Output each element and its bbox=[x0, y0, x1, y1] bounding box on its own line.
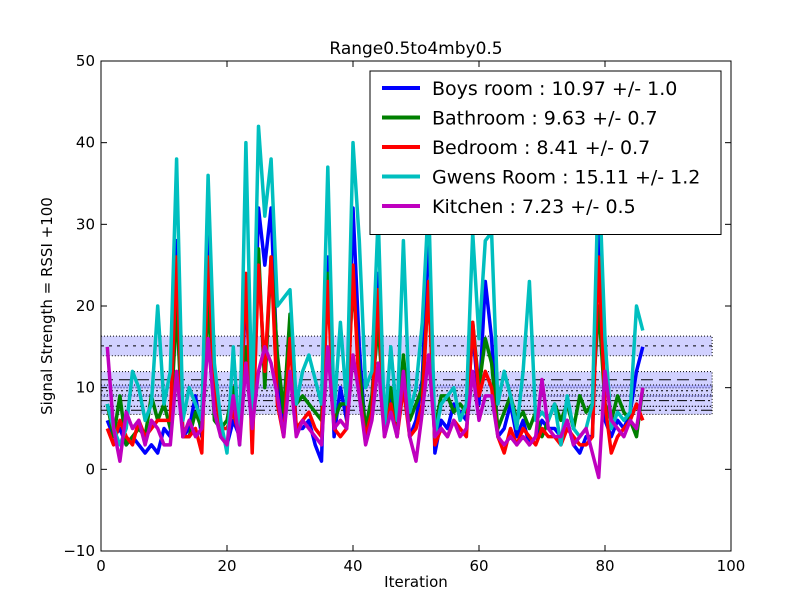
y-tick-label: 50 bbox=[76, 52, 95, 70]
legend-label-5: Kitchen : 7.23 +/- 0.5 bbox=[432, 196, 636, 218]
x-tick-label: 20 bbox=[217, 557, 236, 575]
legend-label-3: Bedroom : 8.41 +/- 0.7 bbox=[432, 137, 650, 159]
series-line-4 bbox=[105, 124, 645, 455]
x-tick-label: 60 bbox=[469, 557, 488, 575]
x-tick-label: 80 bbox=[595, 557, 614, 575]
x-tick-label: 0 bbox=[96, 557, 106, 575]
legend-label-2: Bathroom : 9.63 +/- 0.7 bbox=[432, 108, 658, 130]
y-tick-label: 0 bbox=[85, 460, 95, 478]
legend-label-1: Boys room : 10.97 +/- 1.0 bbox=[432, 78, 677, 100]
plot-content bbox=[101, 124, 713, 480]
y-tick-label: 20 bbox=[76, 297, 95, 315]
chart-title: Range0.5to4mby0.5 bbox=[329, 39, 502, 59]
series-line-5 bbox=[105, 336, 645, 480]
y-tick-label: 40 bbox=[76, 134, 95, 152]
legend-label-4: Gwens Room : 15.11 +/- 1.2 bbox=[432, 167, 700, 189]
y-tick-label: −10 bbox=[63, 542, 95, 560]
y-axis-label: Signal Strength = RSSI +100 bbox=[38, 197, 56, 415]
x-tick-label: 100 bbox=[717, 557, 746, 575]
y-tick-label: 10 bbox=[76, 379, 95, 397]
legend-box bbox=[369, 70, 722, 235]
legend: Boys room : 10.97 +/- 1.0 Bathroom : 9.63… bbox=[369, 70, 722, 235]
y-tick-label: 30 bbox=[76, 215, 95, 233]
x-tick-label: 40 bbox=[343, 557, 362, 575]
x-axis-label: Iteration bbox=[384, 573, 448, 591]
